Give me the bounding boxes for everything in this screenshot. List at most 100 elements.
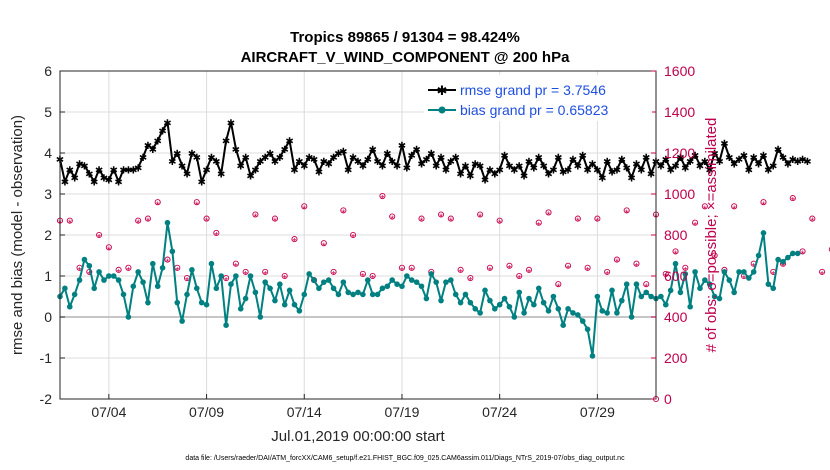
bias-point: [487, 297, 493, 304]
rmse-point: ✱: [227, 118, 235, 129]
rmse-point: ✱: [671, 161, 679, 172]
bias-point: [174, 299, 181, 306]
obs-possible-marker: [516, 272, 523, 280]
rmse-point: ✱: [515, 161, 523, 172]
obs-assimilated-marker: *: [547, 211, 551, 222]
bias-point: [71, 291, 78, 298]
bias-point: [770, 285, 777, 292]
bias-point: [687, 303, 693, 310]
bias-point: [697, 285, 703, 292]
bias-point: [179, 318, 185, 324]
rmse-point: ✱: [105, 176, 113, 187]
bias-point: [301, 291, 308, 298]
obs-assimilated-marker: *: [498, 219, 502, 230]
bias-point: [154, 283, 161, 290]
bias-point: [755, 252, 762, 259]
rmse-point: ✱: [530, 163, 538, 174]
obs-assimilated-marker: *: [420, 217, 424, 228]
obs-assimilated-marker: *: [156, 200, 160, 211]
obs-assimilated-marker: *: [576, 217, 580, 228]
obs-possible-marker: [623, 207, 630, 214]
obs-assimilated-marker: *: [625, 208, 629, 219]
rmse-point: ✱: [144, 141, 152, 152]
obs-possible-marker: [369, 272, 376, 280]
rmse-point: ✱: [666, 165, 674, 176]
bias-point: [589, 353, 596, 359]
obs-possible-marker: [144, 215, 151, 222]
rmse-point: ✱: [725, 153, 733, 164]
obs-possible-marker: [809, 215, 816, 222]
rmse-point: ✱: [422, 155, 430, 166]
obs-assimilated-marker: *: [361, 272, 365, 283]
obs-assimilated-marker: *: [390, 215, 394, 226]
obs-assimilated-marker: *: [801, 249, 805, 260]
obs-possible-marker: [437, 211, 445, 218]
bias-point: [555, 306, 562, 312]
y2-axis-label: # of obs: o=possible; ×=assimilated: [703, 118, 720, 353]
bias-point: [702, 277, 708, 283]
rmse-point: ✱: [618, 155, 626, 166]
rmse-point: ✱: [388, 157, 396, 168]
y-axis-left: -2 -1 0 1 2 3 4 5 6: [40, 63, 65, 407]
bias-point: [399, 283, 405, 290]
bias-point: [775, 256, 781, 263]
rmse-point: ✱: [593, 165, 601, 176]
rmse-point: ✱: [163, 118, 171, 129]
bias-point: [350, 291, 356, 298]
obs-possible-marker: [701, 203, 708, 210]
y-tick-label: -2: [40, 391, 53, 407]
y-tick-label: 2: [44, 227, 52, 243]
y-tick-label: 6: [44, 63, 52, 79]
bias-point: [404, 273, 410, 279]
rmse-point: ✱: [310, 155, 318, 166]
bias-point: [106, 273, 112, 279]
bias-point: [511, 314, 518, 320]
rmse-point: ✱: [764, 165, 772, 176]
data-file-footnote: data file: /Users/raeder/DAI/ATM_forcXX/…: [185, 455, 625, 462]
rmse-point: ✱: [197, 178, 205, 189]
bias-point: [408, 277, 415, 283]
obs-possible-marker: [203, 215, 210, 222]
rmse-point: ✱: [134, 163, 142, 174]
y-tick-label: 5: [44, 104, 52, 120]
obs-possible-marker: [262, 268, 269, 275]
obs-possible-marker: [613, 256, 620, 263]
bias-point: [765, 281, 772, 288]
bias-point: [643, 289, 650, 296]
rmse-point: ✱: [740, 151, 748, 162]
legend-bias-label: bias grand pr = 0.65823: [460, 102, 608, 118]
rmse-point: ✱: [114, 178, 122, 189]
bias-point: [501, 295, 508, 302]
obs-assimilated-marker: *: [263, 270, 267, 281]
rmse-point: ✱: [110, 165, 118, 176]
obs-assimilated-marker: *: [752, 262, 756, 273]
obs-assimilated-marker: *: [341, 208, 345, 219]
bias-point: [672, 260, 679, 267]
bias-point: [262, 279, 268, 285]
obs-possible-marker: [389, 213, 396, 220]
rmse-point: ✱: [398, 141, 406, 152]
rmse-point: ✱: [241, 153, 249, 164]
rmse-point: ✱: [588, 159, 596, 170]
rmse-point: ✱: [212, 157, 220, 168]
obs-possible-marker: [486, 264, 493, 271]
y2-tick-label: 1600: [664, 63, 695, 79]
rmse-point: ✱: [759, 151, 767, 162]
obs-possible-marker: [164, 256, 171, 263]
obs-possible-marker: [604, 268, 611, 275]
rmse-point: ✱: [730, 159, 738, 170]
rmse-point: ✱: [427, 149, 435, 160]
rmse-point: ✱: [246, 172, 254, 183]
obs-possible-marker: [379, 192, 386, 200]
bias-point: [286, 287, 293, 294]
obs-possible-marker: [682, 264, 689, 271]
bias-point: [189, 267, 195, 273]
chart-subtitle: AIRCRAFT_V_WIND_COMPONENT @ 200 hPa: [241, 49, 571, 66]
obs-assimilated-marker: *: [371, 274, 375, 285]
rmse-point: ✱: [603, 157, 611, 168]
obs-possible-marker: [692, 219, 699, 226]
obs-assimilated-marker: *: [771, 270, 775, 281]
obs-assimilated-marker: *: [556, 282, 560, 293]
obs-assimilated-marker: *: [68, 219, 72, 230]
